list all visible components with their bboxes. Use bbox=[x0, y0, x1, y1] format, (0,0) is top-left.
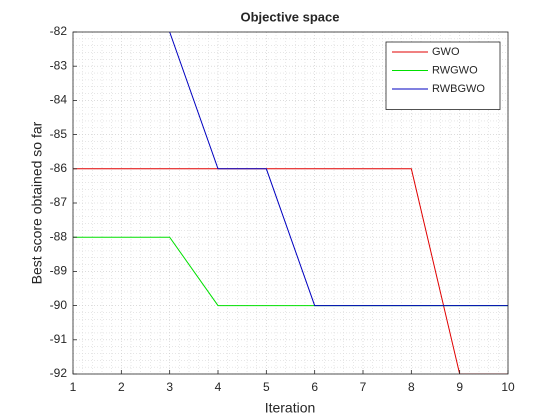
y-tick-label: -87 bbox=[50, 195, 68, 209]
x-tick-label: 9 bbox=[456, 380, 463, 394]
x-tick-label: 3 bbox=[166, 380, 173, 394]
y-tick-label: -85 bbox=[50, 127, 68, 141]
x-tick-label: 8 bbox=[408, 380, 415, 394]
data-line bbox=[169, 32, 508, 307]
y-tick-label: -86 bbox=[50, 161, 68, 175]
y-tick-label: -91 bbox=[50, 332, 68, 346]
x-tick-label: 2 bbox=[118, 380, 125, 394]
x-tick-label: 6 bbox=[311, 380, 318, 394]
legend-label: RWBGWO bbox=[432, 83, 485, 95]
legend: GWO RWGWO RWBGWO bbox=[385, 41, 501, 110]
y-tick-label: -92 bbox=[50, 366, 68, 380]
x-tick-label: 10 bbox=[501, 380, 515, 394]
y-tick-label: -84 bbox=[50, 93, 68, 107]
y-tick-label: -88 bbox=[50, 229, 68, 243]
x-tick-label: 4 bbox=[215, 380, 222, 394]
legend-label: RWGWO bbox=[432, 64, 478, 76]
data-line bbox=[73, 168, 508, 374]
x-tick-label: 1 bbox=[70, 380, 77, 394]
x-tick-label: 7 bbox=[360, 380, 367, 394]
legend-label: GWO bbox=[432, 46, 460, 58]
x-tick-label: 5 bbox=[263, 380, 270, 394]
chart-title: Objective space bbox=[241, 9, 340, 24]
plot bbox=[73, 32, 508, 374]
y-tick-label: -82 bbox=[50, 24, 68, 38]
y-tick-label: -90 bbox=[50, 298, 68, 312]
legend-box bbox=[385, 41, 501, 110]
grid bbox=[72, 31, 509, 375]
y-tick-label: -83 bbox=[50, 58, 68, 72]
y-axis-label: Best score obtained so far bbox=[29, 121, 45, 284]
y-tick-label: -89 bbox=[50, 264, 68, 278]
x-axis-label: Iteration bbox=[265, 400, 316, 416]
